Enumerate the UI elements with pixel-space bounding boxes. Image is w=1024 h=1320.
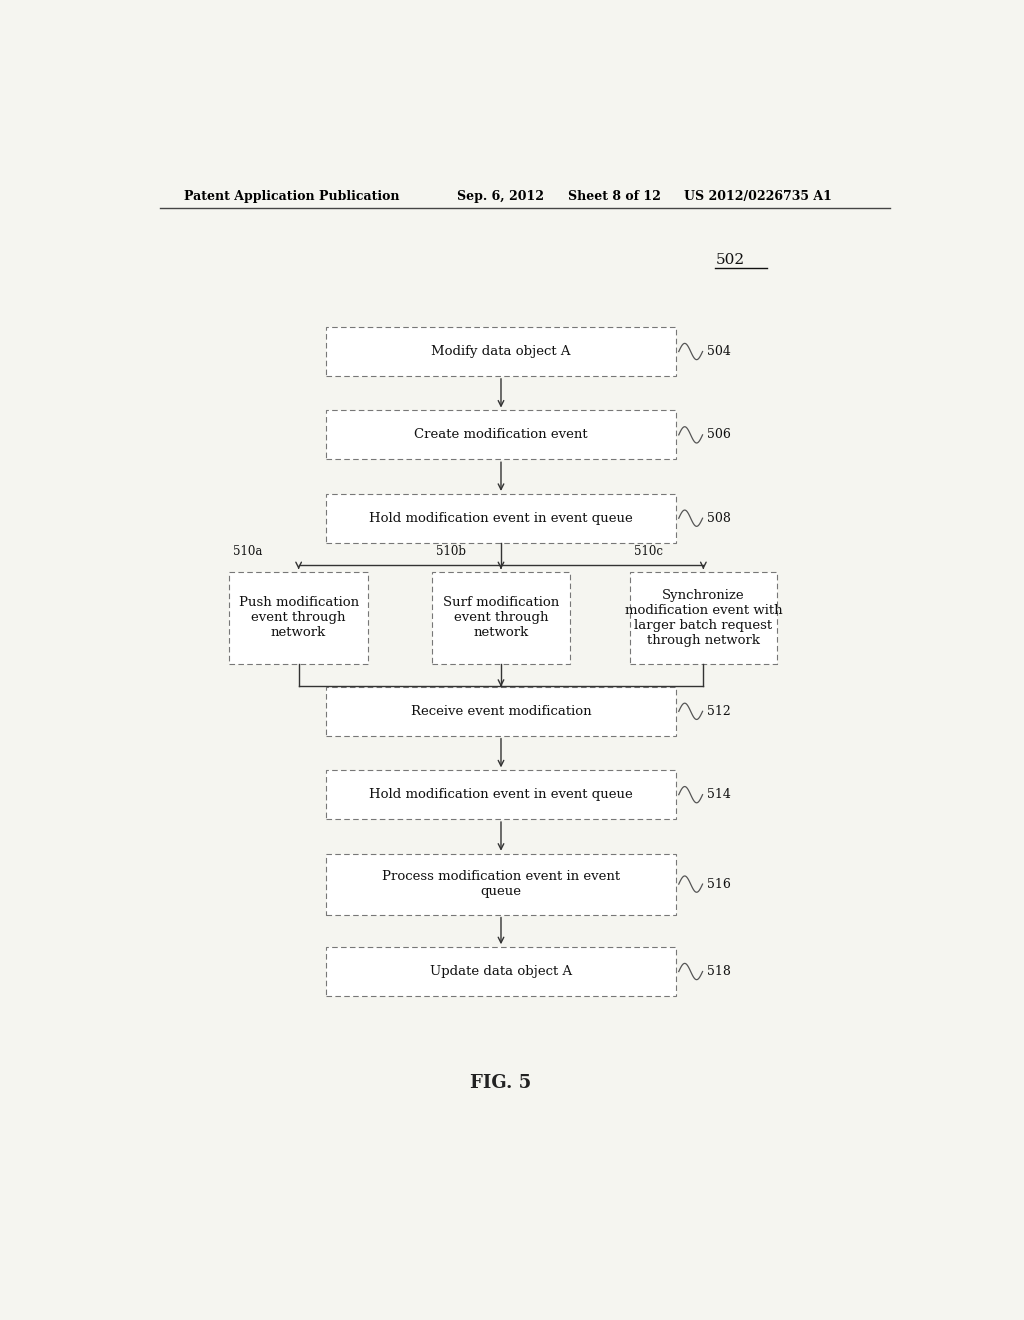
Text: Surf modification
event through
network: Surf modification event through network: [442, 597, 559, 639]
Text: 506: 506: [708, 429, 731, 441]
Text: 510b: 510b: [435, 545, 466, 558]
Text: 512: 512: [708, 705, 731, 718]
FancyBboxPatch shape: [327, 411, 676, 459]
Text: Sheet 8 of 12: Sheet 8 of 12: [568, 190, 662, 202]
Text: Sep. 6, 2012: Sep. 6, 2012: [458, 190, 545, 202]
Text: Update data object A: Update data object A: [430, 965, 572, 978]
Text: Modify data object A: Modify data object A: [431, 345, 570, 358]
FancyBboxPatch shape: [327, 327, 676, 376]
Text: Patent Application Publication: Patent Application Publication: [183, 190, 399, 202]
FancyBboxPatch shape: [431, 572, 570, 664]
FancyBboxPatch shape: [327, 686, 676, 735]
Text: 508: 508: [708, 512, 731, 525]
Text: US 2012/0226735 A1: US 2012/0226735 A1: [684, 190, 831, 202]
Text: Hold modification event in event queue: Hold modification event in event queue: [369, 512, 633, 525]
FancyBboxPatch shape: [327, 494, 676, 543]
FancyBboxPatch shape: [229, 572, 368, 664]
FancyBboxPatch shape: [630, 572, 777, 664]
FancyBboxPatch shape: [327, 771, 676, 818]
Text: 516: 516: [708, 878, 731, 891]
Text: 518: 518: [708, 965, 731, 978]
Text: Hold modification event in event queue: Hold modification event in event queue: [369, 788, 633, 801]
Text: Synchronize
modification event with
larger batch request
through network: Synchronize modification event with larg…: [625, 589, 782, 647]
Text: Create modification event: Create modification event: [414, 429, 588, 441]
Text: 504: 504: [708, 345, 731, 358]
Text: 514: 514: [708, 788, 731, 801]
Text: 502: 502: [715, 253, 744, 267]
Text: FIG. 5: FIG. 5: [470, 1074, 531, 1093]
Text: Process modification event in event
queue: Process modification event in event queu…: [382, 870, 621, 898]
FancyBboxPatch shape: [327, 854, 676, 915]
Text: 510c: 510c: [634, 545, 663, 558]
FancyBboxPatch shape: [327, 948, 676, 995]
Text: 510a: 510a: [233, 545, 262, 558]
Text: Push modification
event through
network: Push modification event through network: [239, 597, 358, 639]
Text: Receive event modification: Receive event modification: [411, 705, 591, 718]
